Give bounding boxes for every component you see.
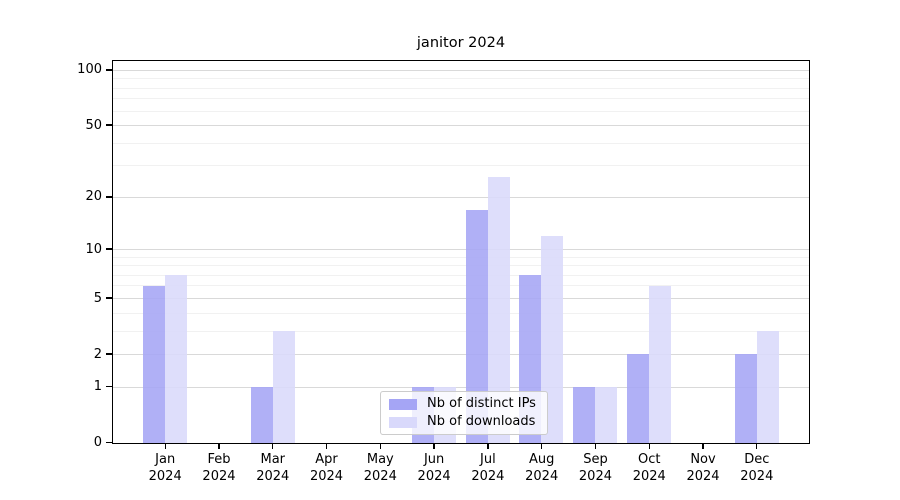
x-axis-tick-label-jun: Jun 2024 (417, 452, 451, 484)
gridline-minor-70 (113, 98, 809, 100)
y-axis-tick-mark-0 (106, 442, 112, 444)
legend-swatch-distinct-ips (389, 398, 417, 410)
gridline-minor-60 (113, 110, 809, 112)
y-axis-tick-label-10: 10 (85, 241, 102, 257)
y-axis-tick-label-2: 2 (93, 346, 102, 362)
legend-item-distinct-ips: Nb of distinct IPs (389, 397, 547, 411)
gridline-minor-80 (113, 87, 809, 89)
x-axis-tick-label-mar: Mar 2024 (256, 452, 290, 484)
x-axis-tick-label-may: May 2024 (363, 452, 397, 484)
x-axis-tick-label-oct: Oct 2024 (632, 452, 666, 484)
y-axis-tick-label-1: 1 (93, 379, 102, 395)
bar-downloads-dec (756, 331, 779, 443)
bar-distinct-ips-dec (734, 354, 757, 443)
gridline-major-100 (113, 69, 809, 71)
bars-layer (113, 61, 809, 443)
legend-label-downloads: Nb of downloads (427, 414, 536, 429)
y-axis-tick-mark-20 (106, 196, 112, 198)
x-axis-tick-mark-jul (487, 444, 489, 449)
bar-downloads-mar (272, 331, 295, 443)
y-axis-tick-label-20: 20 (85, 189, 102, 205)
x-axis-tick-mark-jun (433, 444, 435, 449)
y-axis-tick-mark-2 (106, 353, 112, 355)
x-axis-tick-mark-oct (648, 444, 650, 449)
gridline-major-50 (113, 124, 809, 126)
x-axis-tick-mark-may (379, 444, 382, 449)
legend-label-distinct-ips: Nb of distinct IPs (427, 396, 536, 411)
y-axis-tick-mark-5 (106, 297, 112, 299)
x-axis-tick-mark-mar (272, 444, 274, 449)
bar-distinct-ips-jul (465, 209, 488, 443)
gridline-minor-40 (113, 142, 809, 144)
gridline-minor-8 (113, 265, 809, 267)
x-axis-tick-label-aug: Aug 2024 (525, 452, 559, 484)
bar-distinct-ips-oct (627, 354, 650, 443)
x-axis-tick-label-dec: Dec 2024 (740, 452, 774, 484)
y-axis-tick-mark-10 (106, 248, 112, 250)
x-axis-tick-label-jan: Jan 2024 (148, 452, 182, 484)
x-axis-tick-label-jul: Jul 2024 (471, 452, 505, 484)
x-axis-tick-mark-apr (325, 444, 328, 449)
y-axis-tick-mark-1 (106, 386, 112, 388)
gridline-major-1 (113, 386, 809, 388)
x-axis-tick-mark-aug (540, 444, 543, 449)
y-axis-tick-label-100: 100 (77, 62, 102, 78)
x-axis-tick-mark-sep (594, 444, 597, 449)
gridline-major-2 (113, 353, 809, 355)
legend: Nb of distinct IPs Nb of downloads (380, 391, 548, 435)
gridline-major-10 (113, 248, 809, 250)
y-axis-tick-label-0: 0 (93, 435, 102, 451)
gridline-minor-4 (113, 312, 809, 314)
legend-item-downloads: Nb of downloads (389, 415, 547, 429)
gridline-minor-6 (113, 285, 809, 287)
gridline-minor-7 (113, 274, 809, 276)
x-axis-tick-label-nov: Nov 2024 (686, 452, 720, 484)
bar-downloads-sep (595, 387, 618, 443)
legend-swatch-downloads (389, 416, 417, 428)
y-axis-tick-mark-100 (106, 69, 112, 71)
bar-downloads-oct (649, 285, 672, 443)
gridline-minor-90 (113, 78, 809, 80)
gridline-minor-3 (113, 330, 809, 332)
bar-downloads-jul (487, 176, 510, 443)
bar-downloads-jan (165, 275, 187, 443)
y-axis-tick-mark-50 (106, 124, 112, 126)
x-axis-tick-mark-dec (756, 444, 758, 449)
x-axis-tick-mark-jan (164, 444, 166, 449)
grid-layer (113, 61, 809, 443)
x-axis-tick-label-apr: Apr 2024 (309, 452, 344, 484)
gridline-minor-9 (113, 256, 809, 258)
chart-title: janitor 2024 (416, 35, 506, 51)
gridline-major-20 (113, 196, 809, 198)
gridline-minor-30 (113, 165, 809, 167)
bar-distinct-ips-sep (573, 387, 596, 443)
bar-distinct-ips-mar (250, 387, 273, 443)
gridline-major-5 (113, 297, 809, 299)
x-axis-tick-label-sep: Sep 2024 (578, 452, 612, 484)
x-axis-tick-label-feb: Feb 2024 (202, 452, 236, 484)
y-axis-tick-label-50: 50 (85, 117, 102, 133)
x-axis-tick-mark-feb (218, 444, 220, 449)
plot-area: Nb of distinct IPs Nb of downloads (112, 60, 810, 444)
y-axis-tick-label-5: 5 (93, 290, 102, 306)
bar-distinct-ips-jan (143, 285, 165, 443)
x-axis-tick-mark-nov (702, 444, 704, 449)
